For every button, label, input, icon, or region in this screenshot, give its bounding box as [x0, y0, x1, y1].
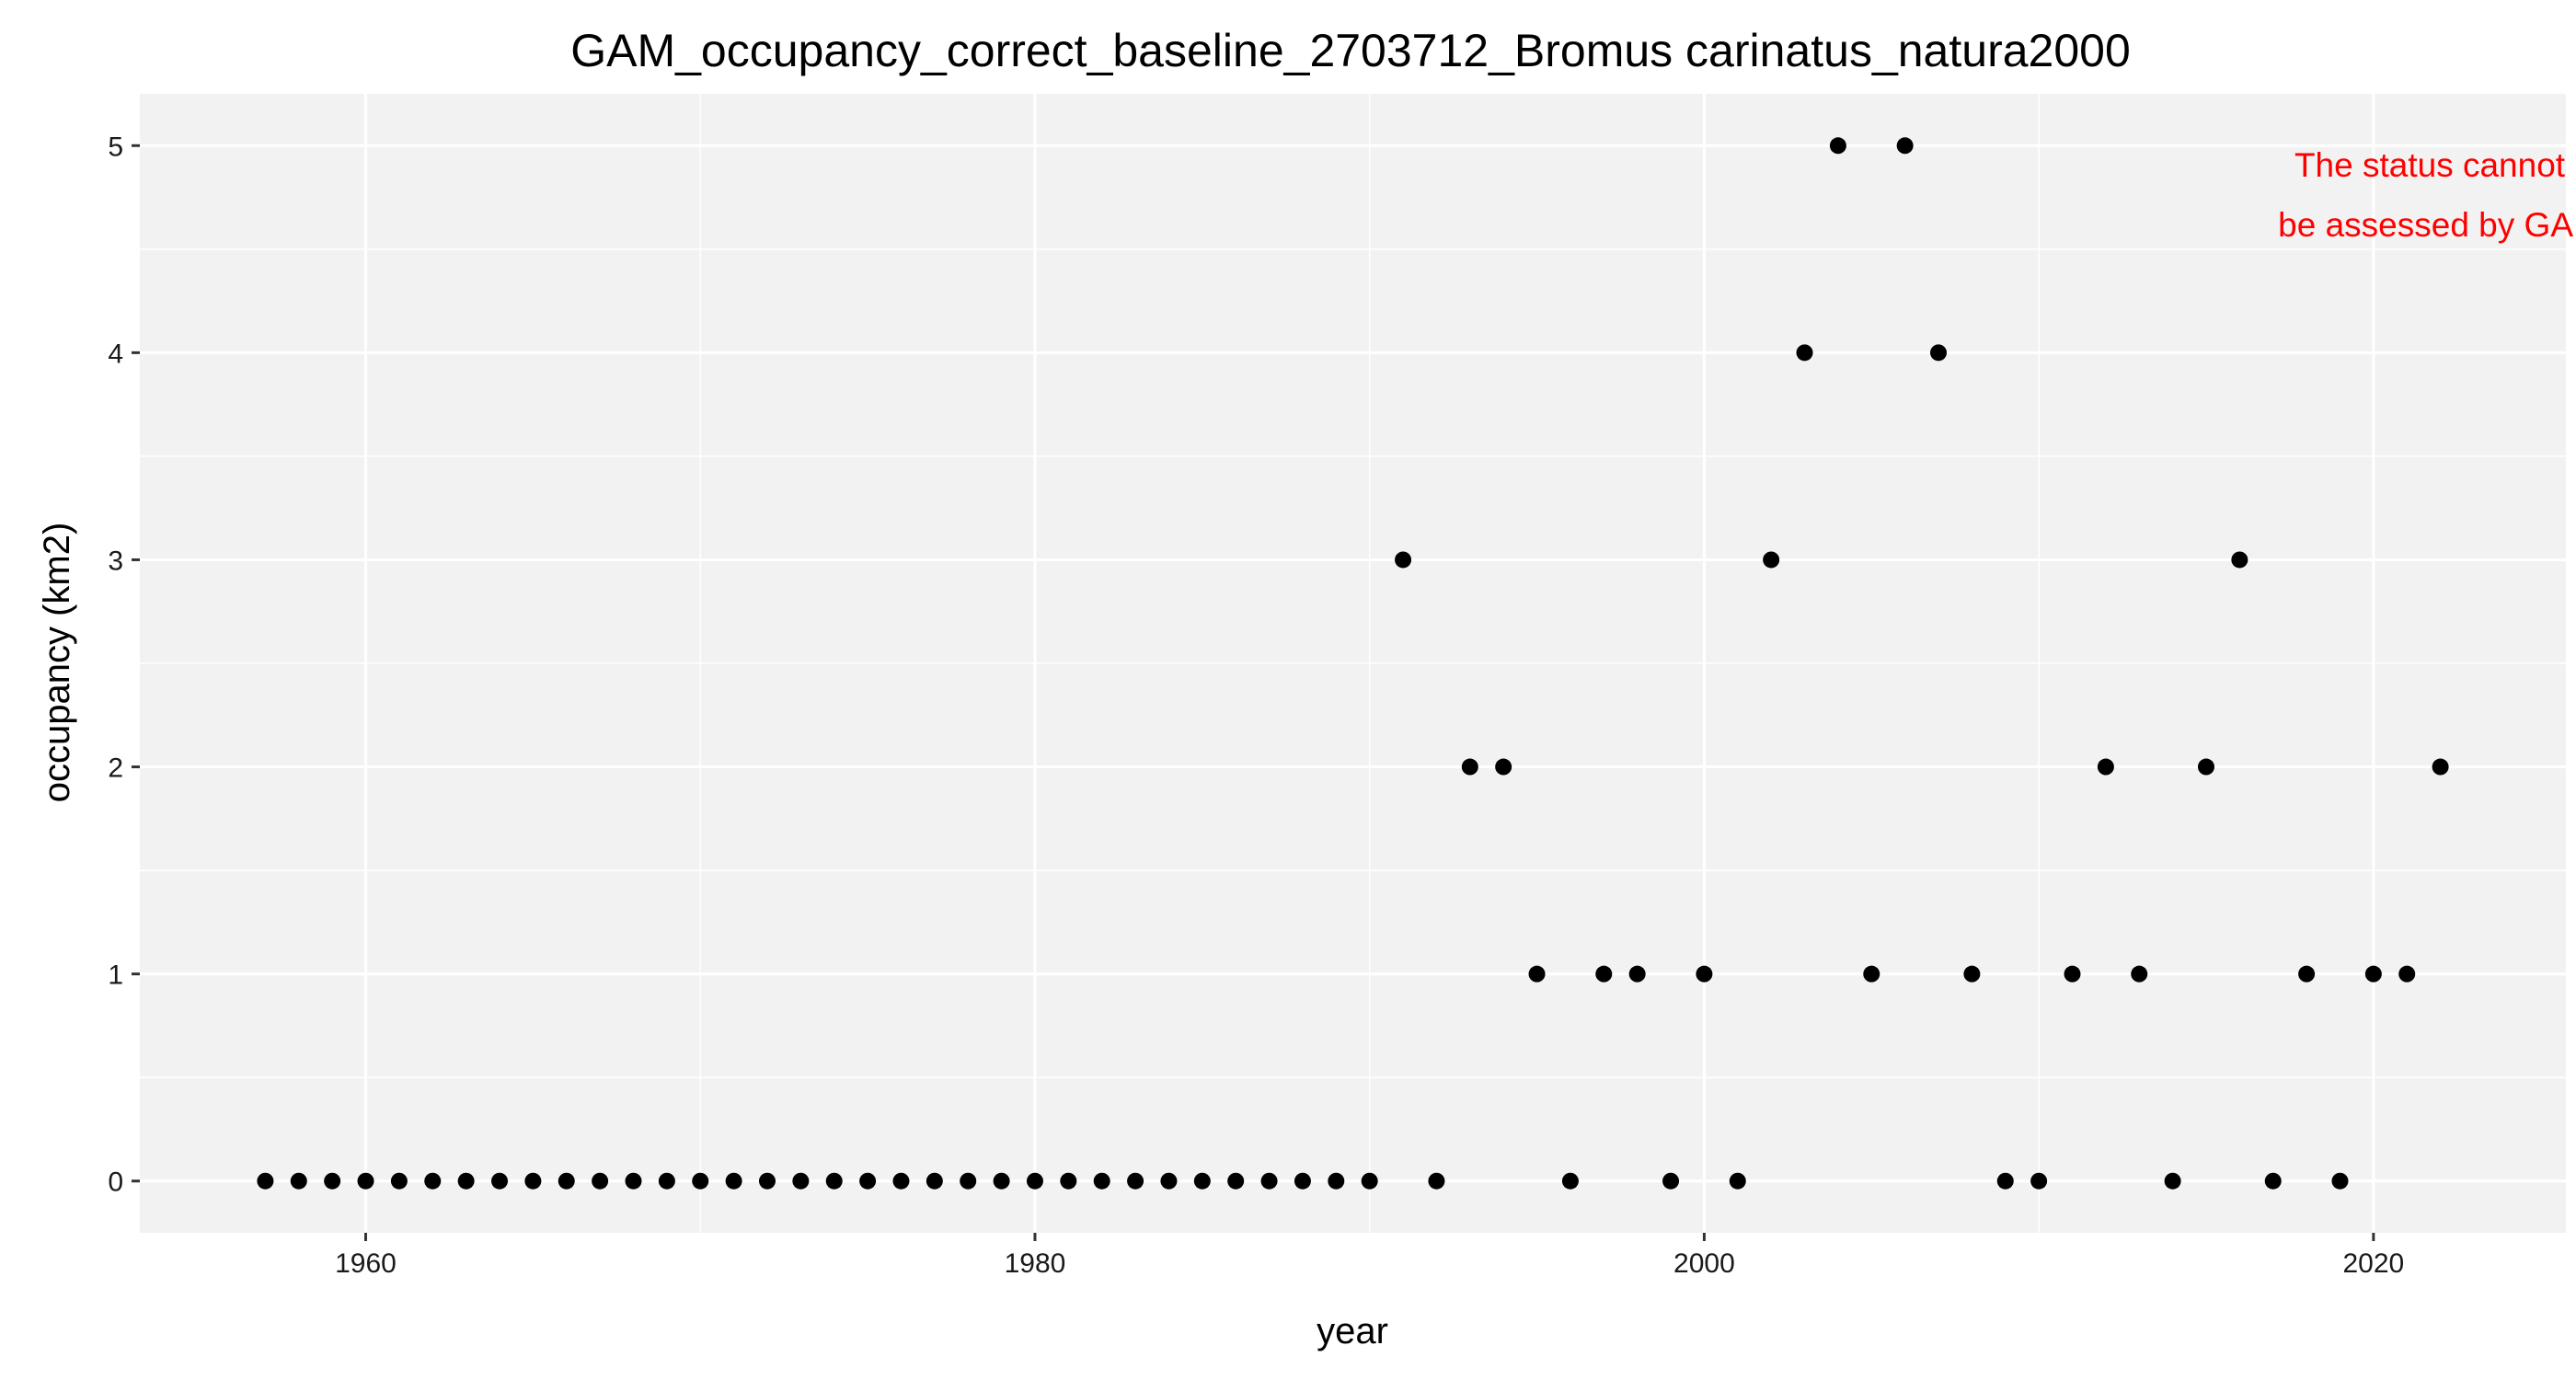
- data-point: [993, 1172, 1010, 1190]
- y-tick-label: 5: [108, 132, 123, 162]
- x-tick-label: 2020: [2342, 1248, 2404, 1279]
- data-point: [1896, 137, 1914, 155]
- data-point: [1428, 1172, 1445, 1190]
- data-point: [960, 1172, 977, 1190]
- data-points: [257, 137, 2449, 1190]
- data-point: [1829, 137, 1846, 155]
- data-point: [1528, 965, 1546, 983]
- x-tick-label: 1960: [335, 1248, 397, 1279]
- data-point: [2030, 1172, 2048, 1190]
- y-tick-label: 0: [108, 1167, 123, 1198]
- data-point: [658, 1172, 675, 1190]
- data-point: [1227, 1172, 1245, 1190]
- data-point: [390, 1172, 408, 1190]
- annotation-line: be assessed by GAM: [2278, 206, 2576, 244]
- data-point: [926, 1172, 943, 1190]
- data-point: [1361, 1172, 1378, 1190]
- data-point: [1729, 1172, 1746, 1190]
- data-point: [290, 1172, 307, 1190]
- data-point: [1395, 551, 1412, 569]
- data-point: [692, 1172, 709, 1190]
- data-point: [1461, 758, 1478, 776]
- data-point: [1160, 1172, 1178, 1190]
- annotation-line: The status cannot: [2294, 146, 2566, 184]
- data-point: [1260, 1172, 1278, 1190]
- data-point: [2364, 965, 2382, 983]
- grid: [30, 94, 2566, 1233]
- data-point: [491, 1172, 509, 1190]
- data-point: [1696, 965, 1713, 983]
- data-point: [1093, 1172, 1110, 1190]
- data-point: [592, 1172, 609, 1190]
- data-point: [1662, 1172, 1680, 1190]
- data-point: [1127, 1172, 1144, 1190]
- data-point: [2398, 965, 2416, 983]
- data-point: [324, 1172, 341, 1190]
- y-tick-label: 4: [108, 339, 123, 369]
- data-point: [2064, 965, 2081, 983]
- data-point: [1996, 1172, 2014, 1190]
- data-point: [1863, 965, 1880, 983]
- data-point: [1193, 1172, 1211, 1190]
- data-point: [357, 1172, 374, 1190]
- data-point: [2432, 758, 2449, 776]
- data-point: [859, 1172, 877, 1190]
- y-tick-label: 3: [108, 546, 123, 576]
- data-point: [1328, 1172, 1345, 1190]
- data-point: [1930, 344, 1948, 362]
- status-annotation: The status cannot be assessed by GAM: [2278, 146, 2576, 244]
- data-point: [257, 1172, 274, 1190]
- data-point: [558, 1172, 575, 1190]
- y-tick-label: 2: [108, 753, 123, 784]
- data-point: [2197, 758, 2214, 776]
- data-point: [2298, 965, 2316, 983]
- data-point: [758, 1172, 776, 1190]
- y-axis-title: occupancy (km2): [37, 523, 77, 803]
- data-point: [1495, 758, 1512, 776]
- data-point: [2097, 758, 2114, 776]
- data-point: [2331, 1172, 2349, 1190]
- data-point: [2231, 551, 2248, 569]
- data-point: [1026, 1172, 1043, 1190]
- x-tick-label: 2000: [1673, 1248, 1735, 1279]
- axis-ticks: 1960 1980 2000 2020 0 1 2 3 4 5: [108, 132, 2404, 1279]
- data-point: [1763, 551, 1780, 569]
- data-point: [1060, 1172, 1077, 1190]
- data-point: [1796, 344, 1813, 362]
- data-point: [892, 1172, 910, 1190]
- chart-title: GAM_occupancy_correct_baseline_2703712_B…: [570, 25, 2131, 76]
- data-point: [524, 1172, 542, 1190]
- data-point: [792, 1172, 810, 1190]
- data-point: [1595, 965, 1613, 983]
- data-point: [1628, 965, 1646, 983]
- x-axis-title: year: [1317, 1311, 1388, 1351]
- x-tick-label: 1980: [1005, 1248, 1066, 1279]
- data-point: [1561, 1172, 1579, 1190]
- data-point: [825, 1172, 843, 1190]
- data-point: [725, 1172, 742, 1190]
- data-point: [2264, 1172, 2282, 1190]
- y-tick-label: 1: [108, 960, 123, 991]
- data-point: [2131, 965, 2148, 983]
- data-point: [457, 1172, 475, 1190]
- data-point: [625, 1172, 642, 1190]
- data-point: [1963, 965, 1981, 983]
- data-point: [424, 1172, 442, 1190]
- data-point: [2164, 1172, 2181, 1190]
- data-point: [1294, 1172, 1311, 1190]
